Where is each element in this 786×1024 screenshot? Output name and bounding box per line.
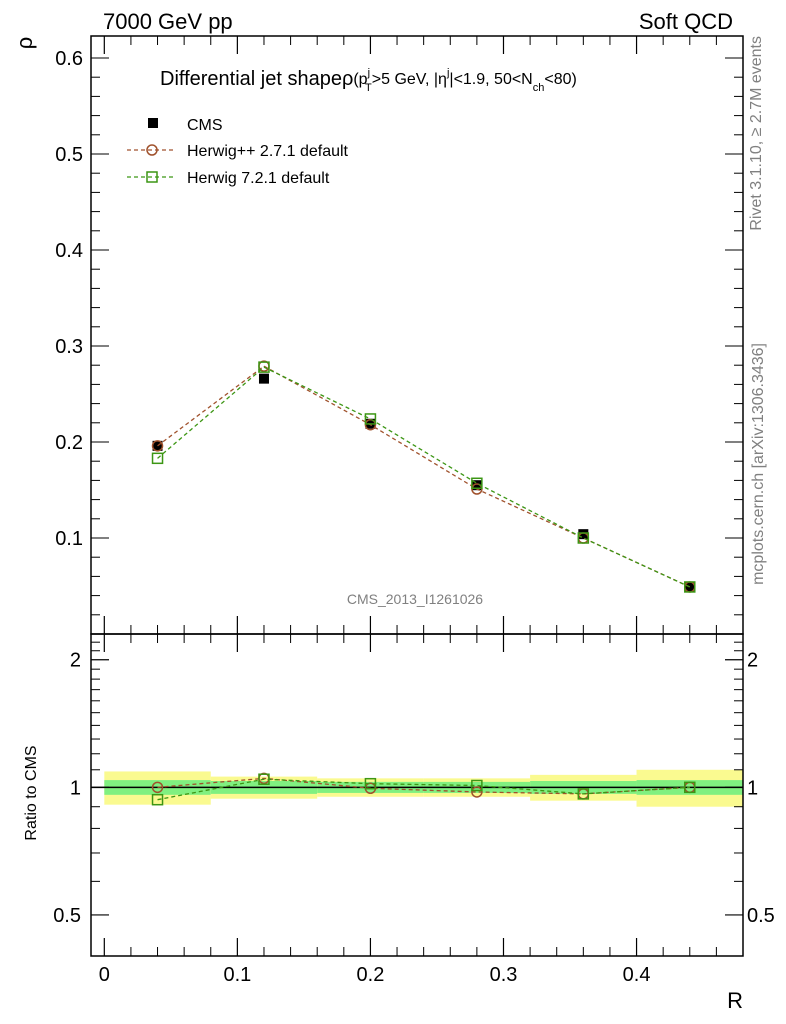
analysis-id: CMS_2013_I1261026 [347, 591, 483, 607]
legend-herwig7-label: Herwig 7.2.1 default [187, 170, 330, 187]
mc-point-ratio [471, 779, 483, 792]
ratio-frame [90, 633, 744, 957]
ratio-tick-label-left: 1 [70, 777, 81, 799]
y-tick-label: 0.6 [55, 48, 83, 70]
mc-point-ratio [471, 786, 483, 798]
mc-point-ratio [577, 788, 590, 800]
cms-data-point [471, 480, 482, 491]
ratio-plot-data [151, 772, 696, 806]
ratio-tick-label-right: 2 [747, 650, 758, 672]
legend-cms-label: CMS [187, 117, 223, 134]
ratio-tick-label-right: 1 [747, 777, 758, 799]
mc-point-main [364, 413, 377, 425]
ratio-tick-label-left: 0.5 [53, 905, 81, 927]
legend-herwig7-marker [146, 171, 158, 183]
y-tick-label: 0.5 [55, 144, 83, 166]
cms-data-point [578, 529, 589, 540]
mc-point-ratio [364, 777, 377, 790]
y-tick-label: 0.1 [55, 528, 83, 550]
mcplots-label: mcplots.cern.ch [arXiv:1306.3436] [750, 343, 767, 585]
ratio-tick-label-left: 2 [70, 650, 81, 672]
rivet-label: Rivet 3.1.10, ≥ 2.7M events [748, 36, 765, 231]
mc-point-main [471, 483, 483, 495]
axis-tick-labels: 0 0.1 0.2 0.3 0.4 0.1 0.2 0.3 0.4 0.5 0.6 0.5 0.5 1 1 2… [53, 48, 775, 986]
mc-point-main [151, 440, 164, 452]
y-tick-label: 0.4 [55, 240, 83, 262]
process-label: Soft QCD [639, 9, 733, 34]
main-plot-data [151, 360, 696, 593]
mc-point-main [364, 418, 377, 431]
mc-line-ratio [157, 778, 690, 801]
y-axis-label: ρ [12, 37, 37, 50]
x-tick-label: 0 [99, 964, 110, 986]
mc-point-main [471, 477, 483, 490]
legend-cms-marker [148, 118, 158, 128]
mc-line-main [157, 365, 691, 588]
x-axis-label: R [727, 988, 743, 1013]
legend: CMS Herwig++ 2.7.1 default Herwig 7.2.1 … [127, 117, 349, 187]
y-tick-label: 0.2 [55, 432, 83, 454]
energy-label: 7000 GeV pp [103, 9, 233, 34]
mc-point-ratio [684, 781, 696, 794]
mc-point-main [684, 581, 696, 593]
mc-line-ratio [157, 777, 690, 795]
mc-line-main [157, 366, 691, 588]
mc-point-main [258, 361, 270, 373]
mc-point-main [151, 452, 164, 465]
x-tick-label: 0.1 [223, 964, 251, 986]
mc-point-ratio [151, 793, 164, 806]
legend-herwigpp-label: Herwig++ 2.7.1 default [187, 143, 349, 160]
ratio-axis-label: Ratio to CMS [23, 745, 40, 840]
mc-point-main [577, 532, 590, 544]
mc-point-ratio [258, 773, 270, 785]
axis-ticks [91, 36, 743, 957]
mc-point-ratio [151, 781, 164, 794]
x-tick-label: 0.3 [490, 964, 518, 986]
y-tick-label: 0.3 [55, 336, 83, 358]
cms-data-point [258, 373, 269, 384]
plot-title: Differential jet shapeρ(pj T>5 GeV, |ηj|<… [160, 67, 577, 94]
ratio-uncertainty-bands [91, 769, 743, 807]
x-tick-label: 0.4 [623, 964, 651, 986]
legend-herwigpp-marker [146, 144, 158, 156]
ratio-tick-label-right: 0.5 [747, 905, 775, 927]
x-tick-label: 0.2 [357, 964, 385, 986]
